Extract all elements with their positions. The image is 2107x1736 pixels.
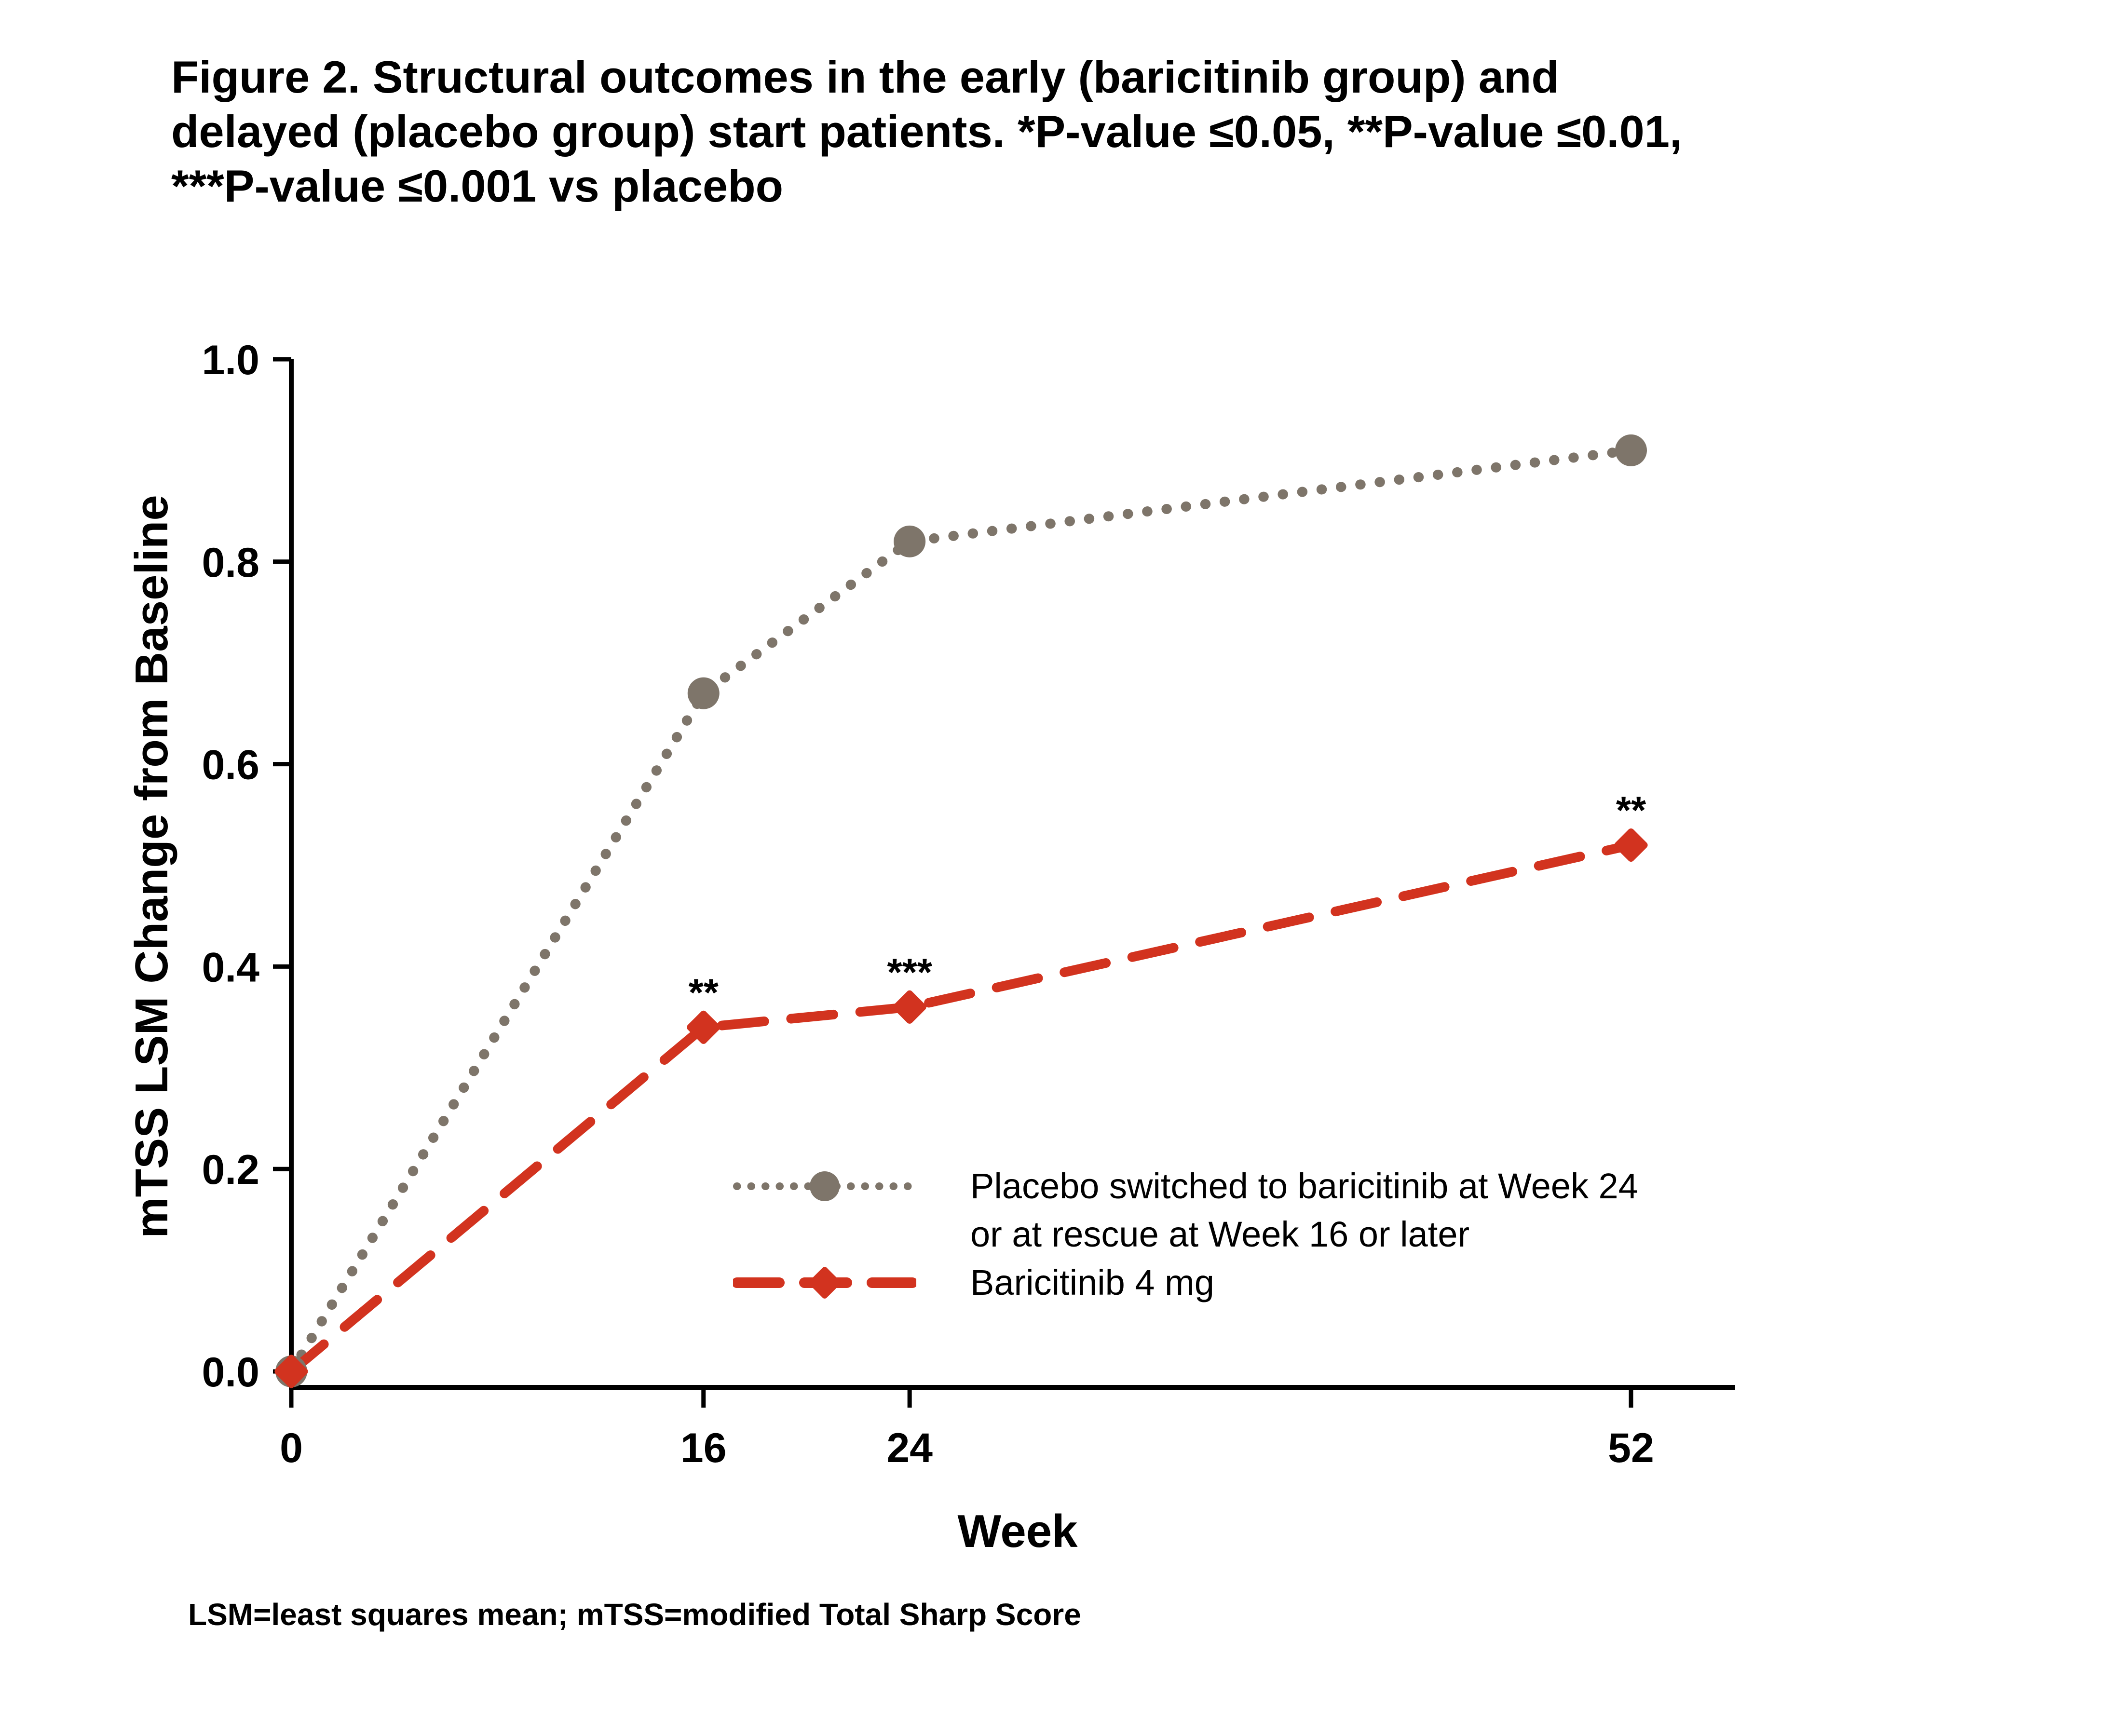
baricitinib-data-point (687, 1010, 720, 1044)
placebo-data-point (1615, 434, 1647, 466)
legend-label-baricitinib: Baricitinib 4 mg (970, 1259, 1214, 1307)
legend-label-placebo-line-2: or at rescue at Week 16 or later (970, 1214, 1470, 1254)
legend-item-baricitinib: Baricitinib 4 mg (733, 1259, 1638, 1307)
legend: Placebo switched to baricitinib at Week … (733, 1162, 1638, 1307)
x-axis-title: Week (957, 1505, 1078, 1557)
figure-title-line-1: Figure 2. Structural outcomes in the ear… (171, 52, 1559, 102)
placebo-legend-circle (810, 1171, 840, 1201)
legend-label-placebo-line-1: Placebo switched to baricitinib at Week … (970, 1166, 1638, 1206)
significance-asterisks: ** (1616, 789, 1646, 832)
legend-item-placebo: Placebo switched to baricitinib at Week … (733, 1162, 1638, 1259)
baricitinib-data-point (893, 990, 926, 1024)
legend-label-baricitinib-line-1: Baricitinib 4 mg (970, 1262, 1214, 1302)
baricitinib-legend-diamond (809, 1267, 841, 1299)
y-tick-label: 0.0 (202, 1349, 259, 1396)
x-tick-label: 52 (1608, 1425, 1654, 1471)
placebo-data-point (687, 677, 720, 709)
figure-title-line-2: delayed (placebo group) start patients. … (171, 106, 1683, 157)
placebo-dotted-line-circle-icon (733, 1171, 916, 1201)
series-line-diamond (286, 840, 1636, 1376)
baricitinib-data-point (1614, 828, 1648, 862)
figure-title: Figure 2. Structural outcomes in the ear… (171, 50, 2033, 213)
x-tick-label: 24 (886, 1425, 933, 1471)
placebo-data-point (894, 525, 926, 557)
y-tick-label: 0.6 (202, 742, 259, 788)
footnote: LSM=least squares mean; mTSS=modified To… (188, 1597, 1081, 1632)
y-tick-label: 0.8 (202, 540, 259, 586)
x-tick-label: 16 (680, 1425, 727, 1471)
baricitinib-dashed-line-diamond-icon (733, 1267, 916, 1299)
significance-asterisks: ** (689, 971, 719, 1014)
x-tick-label: 0 (280, 1425, 303, 1471)
figure-title-line-3: ***P-value ≤0.001 vs placebo (171, 161, 784, 211)
y-axis-title: mTSS LSM Change from Baseline (126, 495, 177, 1238)
y-tick-label: 0.2 (202, 1147, 259, 1193)
legend-label-placebo: Placebo switched to baricitinib at Week … (970, 1162, 1638, 1259)
y-tick-label: 1.0 (202, 337, 259, 383)
y-tick-label: 0.4 (202, 944, 259, 990)
baricitinib-data-point (274, 1355, 308, 1388)
series-line-circle (286, 445, 1636, 1377)
significance-asterisks: *** (887, 950, 932, 993)
